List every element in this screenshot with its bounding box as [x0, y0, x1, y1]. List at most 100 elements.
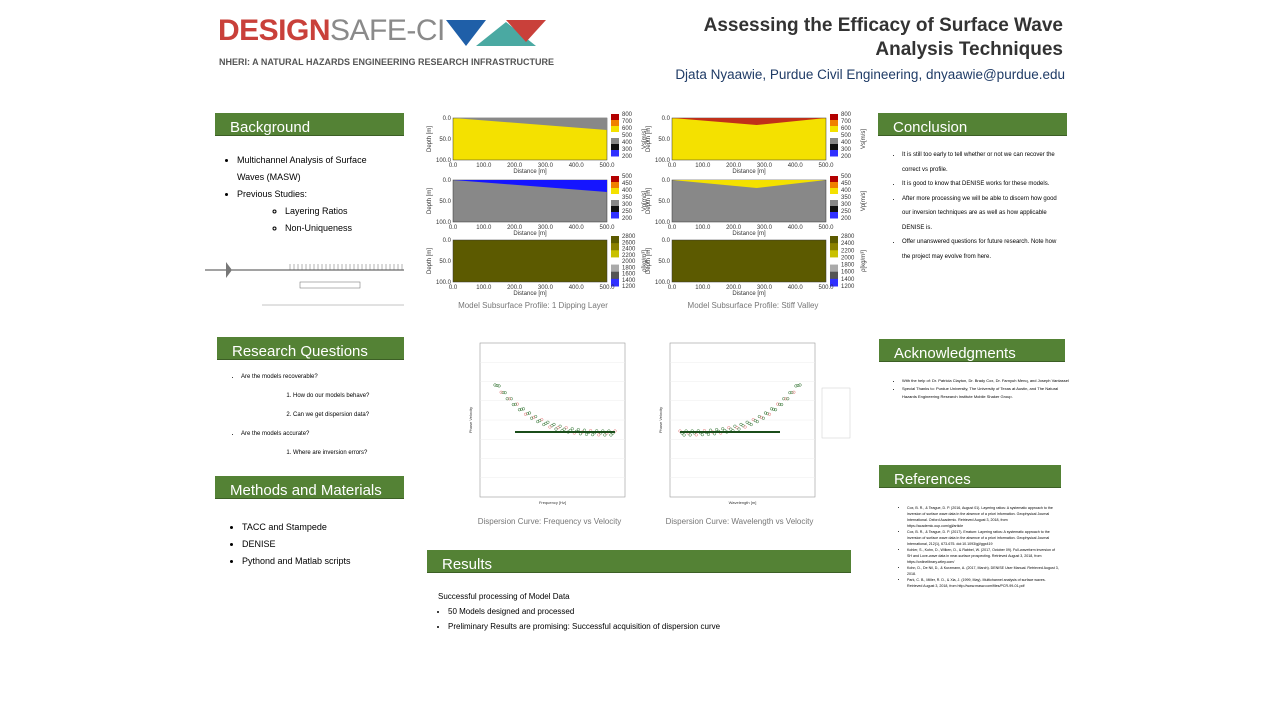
sub-item: Where are inversion errors?	[293, 444, 404, 463]
distance-tick: 0.0	[449, 225, 458, 231]
depth-label: Depth [m]	[646, 126, 652, 152]
depth-tick: 50.0	[658, 199, 670, 205]
distance-label: Distance [m]	[513, 231, 547, 237]
sub-item: Can we get dispersion data?	[293, 406, 404, 425]
colorbar-tick: 1400	[841, 277, 855, 283]
colorbar-segment	[611, 264, 619, 273]
colorbar-tick: 1200	[622, 284, 636, 290]
curve-point	[682, 433, 686, 437]
section-body: Are the models recoverable?How do our mo…	[219, 368, 404, 463]
bullet-item: Are the models recoverable?	[241, 368, 404, 387]
bullet-item: Cox, B. R., & Teague, D. P. (2016, Augus…	[907, 505, 1060, 529]
curve-point	[523, 412, 528, 416]
depth-tick: 100.0	[655, 280, 671, 286]
colorbar-segment	[611, 182, 619, 189]
curve-point	[548, 425, 552, 429]
curve-point	[761, 416, 765, 420]
depth-label: Depth [m]	[427, 248, 433, 274]
distance-tick: 400.0	[569, 285, 585, 291]
sub-list: Where are inversion errors?	[271, 444, 404, 463]
profile-panel	[452, 239, 608, 283]
bullet-list: 50 Models designed and processedPrelimin…	[426, 604, 858, 634]
profile-panel	[671, 239, 827, 283]
colorbar-segment	[611, 132, 619, 139]
curve-point	[790, 390, 794, 395]
logo-safe: SAFE-CI	[330, 14, 445, 47]
colorbar-segment	[611, 278, 619, 287]
bullet-item: 50 Models designed and processed	[448, 604, 858, 619]
bullet-list: TACC and StampedeDENISEPythond and Matla…	[220, 519, 400, 570]
figure-caption: Dispersion Curve: Wavelength vs Velocity	[666, 517, 814, 526]
distance-tick: 300.0	[538, 163, 554, 169]
colorbar-unit: Vp[m/s]	[861, 191, 867, 212]
curve-point	[776, 402, 780, 406]
x-label: Wavelength [m]	[729, 500, 757, 505]
depth-tick: 50.0	[439, 259, 451, 265]
distance-tick: 100.0	[695, 225, 711, 231]
distance-tick: 0.0	[449, 285, 458, 291]
bullet-item: Pythond and Matlab scripts	[242, 553, 400, 570]
colorbar-segment	[611, 212, 619, 219]
layer	[672, 180, 826, 188]
colorbar-segment	[830, 144, 838, 151]
colorbar-segment	[830, 206, 838, 213]
author: Djata Nyaawie, Purdue Civil Engineering,…	[675, 67, 1065, 82]
curve-point	[515, 402, 519, 406]
curve-point	[570, 427, 574, 431]
distance-tick: 400.0	[788, 285, 804, 291]
bullet-item: Previous Studies:	[237, 186, 390, 203]
colorbar-unit: ρ[kg/m³]	[861, 250, 867, 272]
colorbar-tick: 2000	[622, 259, 636, 265]
depth-tick: 100.0	[436, 280, 452, 286]
colorbar-tick: 300	[622, 202, 633, 208]
curve-point	[497, 384, 501, 388]
logo-design: DESIGN	[218, 14, 331, 47]
depth-label: Depth [m]	[646, 188, 652, 214]
curve-point	[525, 412, 530, 416]
colorbar-tick: 500	[622, 133, 633, 139]
sub-list: Layering RatiosNon-Uniqueness	[263, 203, 390, 237]
y-label: Phase Velocity	[658, 407, 663, 433]
distance-tick: 500.0	[818, 225, 834, 231]
distance-tick: 0.0	[668, 225, 677, 231]
bullet-item: Offer unanswered questions for future re…	[902, 235, 1065, 264]
colorbar-tick: 200	[622, 154, 633, 160]
colorbar-tick: 200	[841, 154, 852, 160]
curve-point	[528, 411, 532, 415]
colorbar-tick: 700	[841, 119, 852, 125]
colorbar-segment	[830, 132, 838, 139]
curve-point	[769, 407, 774, 411]
colorbar-segment	[611, 271, 619, 280]
colorbar-segment	[830, 257, 838, 266]
section-heading: References	[879, 465, 1061, 488]
distance-tick: 300.0	[757, 285, 773, 291]
colorbar-segment	[830, 114, 838, 121]
depth-label: Depth [m]	[427, 188, 433, 214]
curve-point	[735, 426, 739, 430]
curve-point	[700, 433, 704, 437]
sub-item: Layering Ratios	[285, 203, 390, 220]
curve-point	[729, 427, 733, 431]
distance-tick: 400.0	[788, 225, 804, 231]
section-heading: Conclusion	[878, 113, 1067, 136]
section-heading: Methods and Materials	[215, 476, 404, 499]
curve-point	[556, 426, 560, 430]
depth-tick: 100.0	[655, 158, 671, 164]
bullet-item: With the help of: Dr. Patricia Clayton, …	[902, 377, 1070, 385]
depth-tick: 0.0	[662, 116, 671, 122]
curve-point	[733, 424, 737, 428]
curve-point	[513, 402, 517, 406]
distance-label: Distance [m]	[732, 169, 766, 175]
curve-point	[554, 427, 558, 431]
colorbar-unit: Vs[m/s]	[861, 129, 867, 149]
curve-point	[780, 403, 784, 407]
distance-tick: 500.0	[599, 225, 615, 231]
colorbar-tick: 200	[841, 216, 852, 222]
curve-point	[495, 383, 499, 388]
colorbar-tick: 350	[622, 195, 633, 201]
colorbar-segment	[611, 120, 619, 127]
colorbar-tick: 250	[622, 209, 633, 215]
section-heading: Acknowledgments	[879, 339, 1065, 362]
colorbar-tick: 400	[622, 188, 633, 194]
